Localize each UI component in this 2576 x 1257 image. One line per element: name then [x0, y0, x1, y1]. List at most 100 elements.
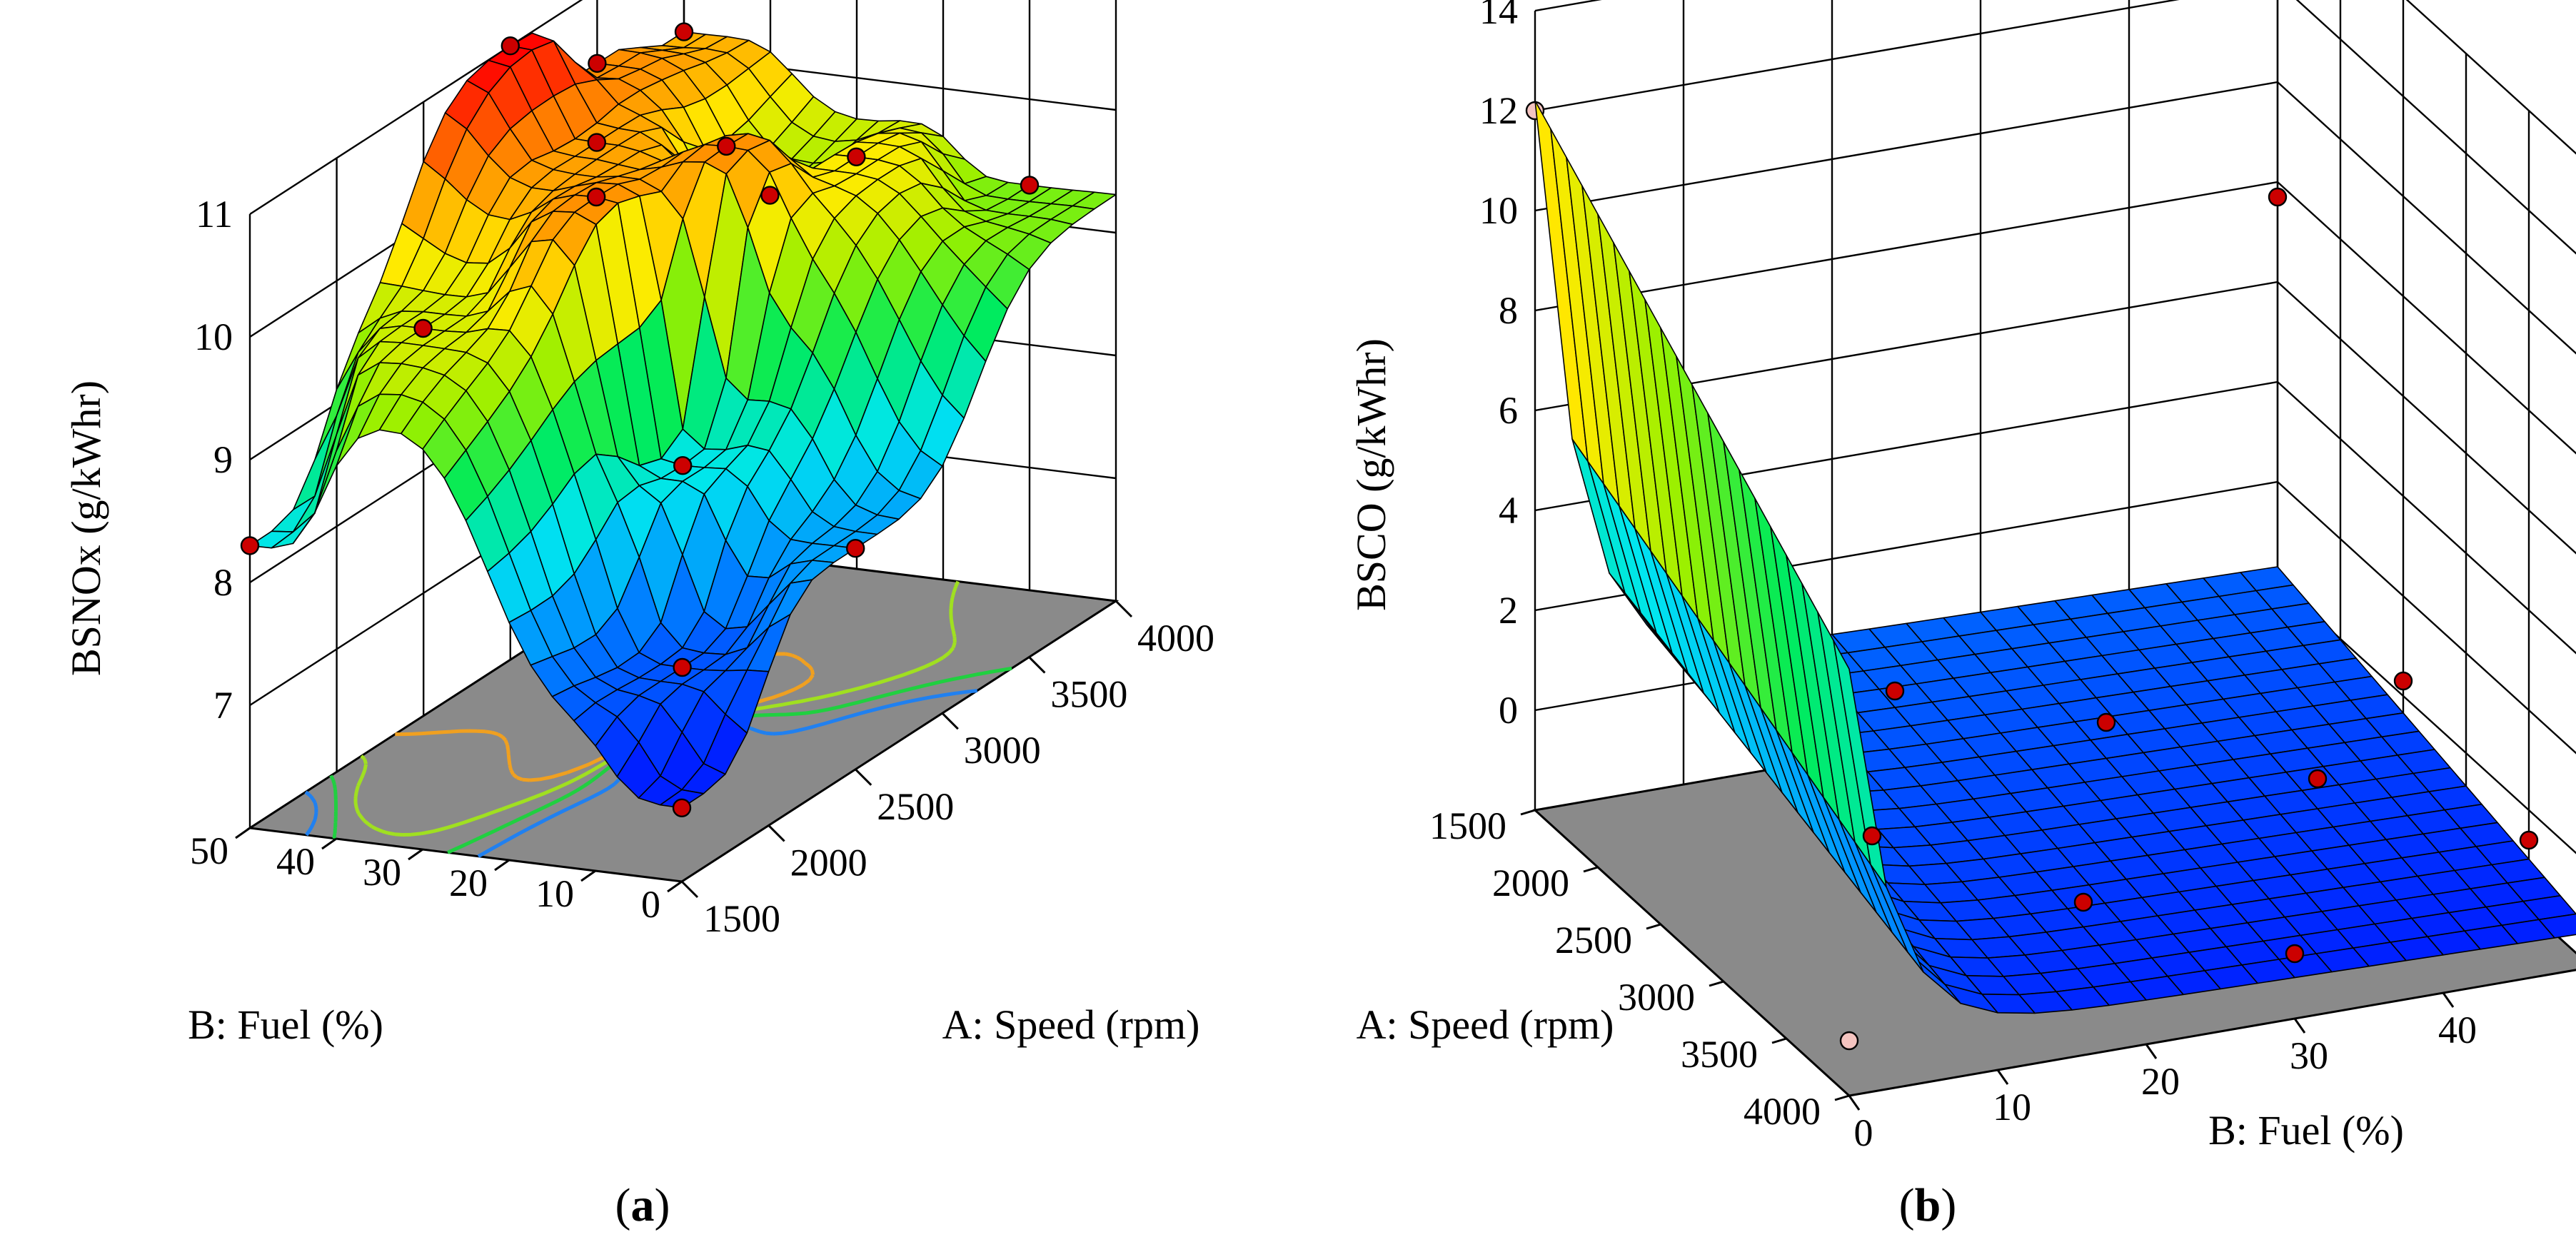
panel-b-y-axis-label: B: Fuel (%)	[2208, 1107, 2404, 1153]
design-point	[674, 22, 694, 41]
x-tick-label: 2000	[790, 841, 867, 884]
z-tick-label: 0	[1499, 689, 1518, 732]
design-point	[587, 133, 606, 152]
x-tick-label: 2500	[1555, 919, 1632, 961]
wall-grid-line	[2277, 81, 2576, 355]
wall-grid-line	[2277, 381, 2576, 655]
design-point	[760, 186, 780, 205]
design-point	[1839, 1031, 1859, 1051]
panel-b-axis-ticks: 1500200025003000350040000102030405002468…	[1429, 0, 2477, 1154]
panel-a-caption: (a)	[615, 1179, 670, 1231]
design-point	[1020, 176, 1040, 195]
panel-b-design-points-above	[1862, 187, 2539, 964]
panel-a-y-axis-label: B: Fuel (%)	[188, 1001, 383, 1048]
panel-b-x-axis-label: A: Speed (rpm)	[1357, 1001, 1614, 1048]
design-point	[2285, 944, 2305, 964]
x-tick-label: 4000	[1137, 617, 1214, 660]
z-tick-label: 7	[213, 684, 233, 727]
y-tick-label: 10	[1993, 1086, 2031, 1129]
wall-grid-line	[2405, 0, 2576, 155]
design-point	[2393, 671, 2413, 691]
x-tick-mark	[1646, 923, 1661, 930]
y-tick-mark	[580, 869, 596, 882]
wall-grid-line	[1534, 181, 2278, 312]
y-tick-label: 50	[190, 829, 228, 872]
design-point	[847, 147, 866, 167]
y-tick-label: 10	[535, 872, 574, 915]
y-tick-label: 40	[276, 840, 315, 883]
design-point	[240, 536, 260, 555]
design-point	[500, 36, 520, 56]
panel-b-caption-letter: b	[1915, 1179, 1941, 1231]
panel-b-response-surface	[1534, 100, 2576, 1014]
design-point	[1862, 826, 1882, 846]
wall-grid-line	[1534, 81, 2278, 212]
wall-grid-line	[2277, 481, 2576, 754]
x-tick-mark	[768, 824, 785, 842]
y-tick-mark	[2293, 1018, 2306, 1034]
design-point	[845, 539, 865, 558]
design-point	[673, 657, 692, 677]
x-tick-label: 3500	[1681, 1033, 1758, 1076]
y-tick-mark	[494, 859, 510, 872]
x-tick-mark	[1834, 1094, 1850, 1101]
z-tick-label: 10	[1479, 189, 1518, 232]
x-tick-mark	[1520, 809, 1536, 816]
x-tick-mark	[1709, 980, 1724, 987]
x-tick-label: 1500	[1429, 804, 1506, 847]
x-tick-label: 4000	[1744, 1090, 1821, 1133]
panel-b-caption: (b)	[1899, 1179, 1957, 1231]
z-tick-label: 11	[196, 193, 233, 236]
y-tick-mark	[408, 848, 423, 861]
x-tick-mark	[855, 768, 872, 786]
x-tick-mark	[1115, 600, 1133, 618]
z-tick-label: 8	[1499, 289, 1518, 332]
design-point	[2096, 712, 2116, 732]
y-tick-mark	[235, 827, 251, 839]
panel-b-bsco-surface-plot: 1500200025003000350040000102030405002468…	[1348, 0, 2576, 1231]
panel-b-z-axis-label: BSCO (g/kWhr)	[1348, 338, 1394, 611]
z-tick-label: 4	[1499, 489, 1518, 532]
x-tick-mark	[1771, 1037, 1787, 1044]
z-tick-label: 10	[194, 315, 233, 358]
y-tick-label: 40	[2438, 1009, 2477, 1051]
surface-facet	[1833, 640, 1887, 888]
y-tick-label: 0	[1854, 1111, 1873, 1154]
design-point	[2308, 769, 2328, 789]
x-tick-label: 1500	[703, 897, 780, 940]
y-tick-mark	[1996, 1069, 2009, 1085]
x-tick-label: 3500	[1050, 673, 1127, 716]
design-point	[587, 187, 606, 207]
z-tick-label: 8	[213, 561, 233, 604]
wall-grid-line	[2277, 181, 2576, 455]
wall-grid-line	[2295, 0, 2576, 255]
y-tick-mark	[321, 837, 337, 850]
z-tick-label: 6	[1499, 389, 1518, 432]
design-point	[2268, 187, 2288, 207]
z-tick-label: 12	[1479, 89, 1518, 132]
x-tick-label: 2000	[1492, 862, 1569, 904]
design-point	[2073, 892, 2093, 912]
y-tick-label: 30	[363, 851, 401, 894]
panel-a-x-axis-label: A: Speed (rpm)	[942, 1001, 1200, 1048]
z-tick-label: 2	[1499, 589, 1518, 632]
design-point	[717, 136, 736, 156]
y-tick-mark	[2442, 992, 2455, 1008]
y-tick-label: 20	[2141, 1060, 2180, 1103]
y-tick-mark	[667, 880, 683, 893]
design-point	[588, 54, 607, 74]
design-point	[2519, 830, 2539, 850]
x-tick-mark	[680, 880, 699, 899]
x-tick-mark	[1028, 656, 1046, 674]
x-tick-mark	[941, 712, 959, 730]
panel-a-caption-letter: a	[631, 1179, 655, 1231]
wall-grid-line	[249, 0, 583, 216]
y-tick-label: 20	[449, 862, 488, 904]
design-point	[672, 798, 692, 818]
y-tick-label: 0	[641, 883, 660, 926]
x-tick-label: 3000	[1618, 976, 1695, 1019]
x-tick-mark	[1583, 866, 1599, 873]
